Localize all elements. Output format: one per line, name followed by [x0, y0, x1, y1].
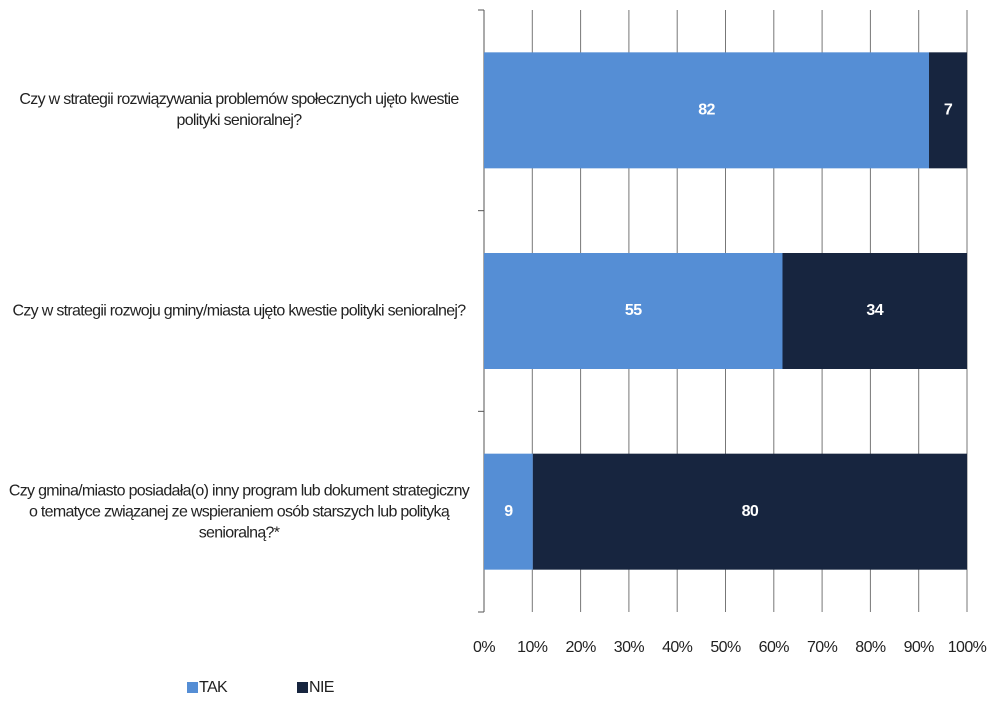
category-label: Czy gmina/miasto posiadała(o) inny progr…: [8, 482, 470, 542]
category-label: Czy w strategii rozwoju gminy/miasta uję…: [12, 302, 467, 320]
x-tick-label: 70%: [807, 639, 838, 656]
legend-label: NIE: [309, 679, 334, 696]
x-tick-label: 60%: [759, 639, 790, 656]
legend-label: TAK: [199, 679, 228, 696]
data-label: 7: [944, 102, 953, 119]
data-label: 55: [625, 302, 642, 319]
x-tick-label: 20%: [565, 639, 596, 656]
x-tick-label: 80%: [855, 639, 886, 656]
data-label: 9: [504, 503, 513, 520]
data-label: 34: [866, 302, 883, 319]
bar-segment: [484, 52, 930, 169]
data-label: 80: [742, 503, 759, 520]
bar-segment: [782, 253, 967, 369]
legend-swatch: [297, 682, 308, 693]
legend-swatch: [187, 682, 198, 693]
bar-segment: [532, 453, 967, 570]
bar-segment: [929, 52, 967, 169]
x-tick-label: 10%: [517, 639, 548, 656]
bar-segment: [484, 253, 783, 369]
x-tick-label: 30%: [614, 639, 645, 656]
category-label: Czy w strategii rozwiązywania problemów …: [19, 91, 459, 130]
x-tick-label: 50%: [710, 639, 741, 656]
x-tick-label: 100%: [948, 639, 987, 656]
x-tick-label: 0%: [473, 639, 495, 656]
x-tick-label: 40%: [662, 639, 693, 656]
data-label: 82: [698, 102, 715, 119]
bar-segment: [484, 453, 533, 570]
x-tick-label: 90%: [904, 639, 935, 656]
